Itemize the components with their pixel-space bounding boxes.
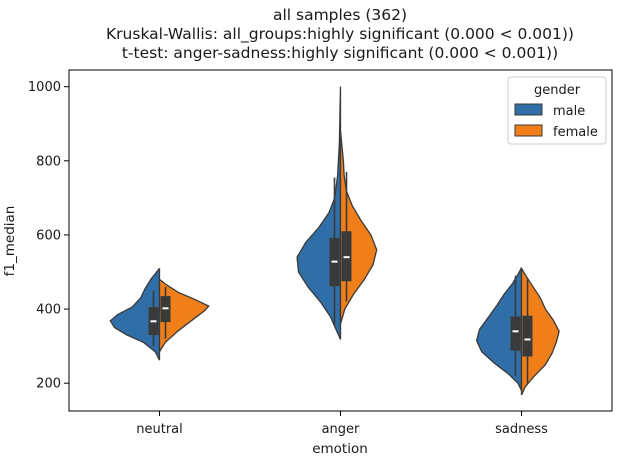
legend-swatch-female <box>514 124 543 137</box>
y-tick-label: 400 <box>36 303 61 318</box>
chart-title: all samples (362)Kruskal-Wallis: all_gro… <box>106 6 574 62</box>
violin-neutral-male <box>109 267 161 361</box>
y-axis-label: f1_median <box>2 206 18 277</box>
x-tick-label: anger <box>322 422 360 437</box>
x-axis: neutral anger sadness <box>136 411 548 437</box>
y-tick-label: 800 <box>36 154 61 169</box>
y-tick-label: 200 <box>36 377 61 392</box>
y-axis: 200 400 600 800 1000 <box>28 80 69 392</box>
y-tick-label: 1000 <box>28 80 61 95</box>
legend: gender male female <box>507 76 607 145</box>
legend-swatch-male <box>514 103 543 116</box>
legend-title: gender <box>534 83 581 98</box>
x-tick-label: sadness <box>495 422 548 437</box>
legend-label-male: male <box>553 104 585 119</box>
violin-sadness-male <box>475 267 523 391</box>
violin-neutral-female <box>158 278 210 354</box>
chart-title-line: Kruskal-Wallis: all_groups:highly signif… <box>106 25 574 44</box>
x-axis-label: emotion <box>312 441 368 457</box>
x-tick-label: neutral <box>136 422 183 437</box>
chart-title-line: all samples (362) <box>273 6 407 24</box>
legend-label-female: female <box>553 125 598 140</box>
iqr-box-sadness-female <box>522 315 533 357</box>
iqr-box-sadness-male <box>510 316 521 351</box>
violin-sadness-female <box>520 267 560 396</box>
chart-title-line: t-test: anger-sadness:highly significant… <box>122 44 558 62</box>
plot-area <box>109 86 560 396</box>
y-tick-label: 600 <box>36 228 61 243</box>
